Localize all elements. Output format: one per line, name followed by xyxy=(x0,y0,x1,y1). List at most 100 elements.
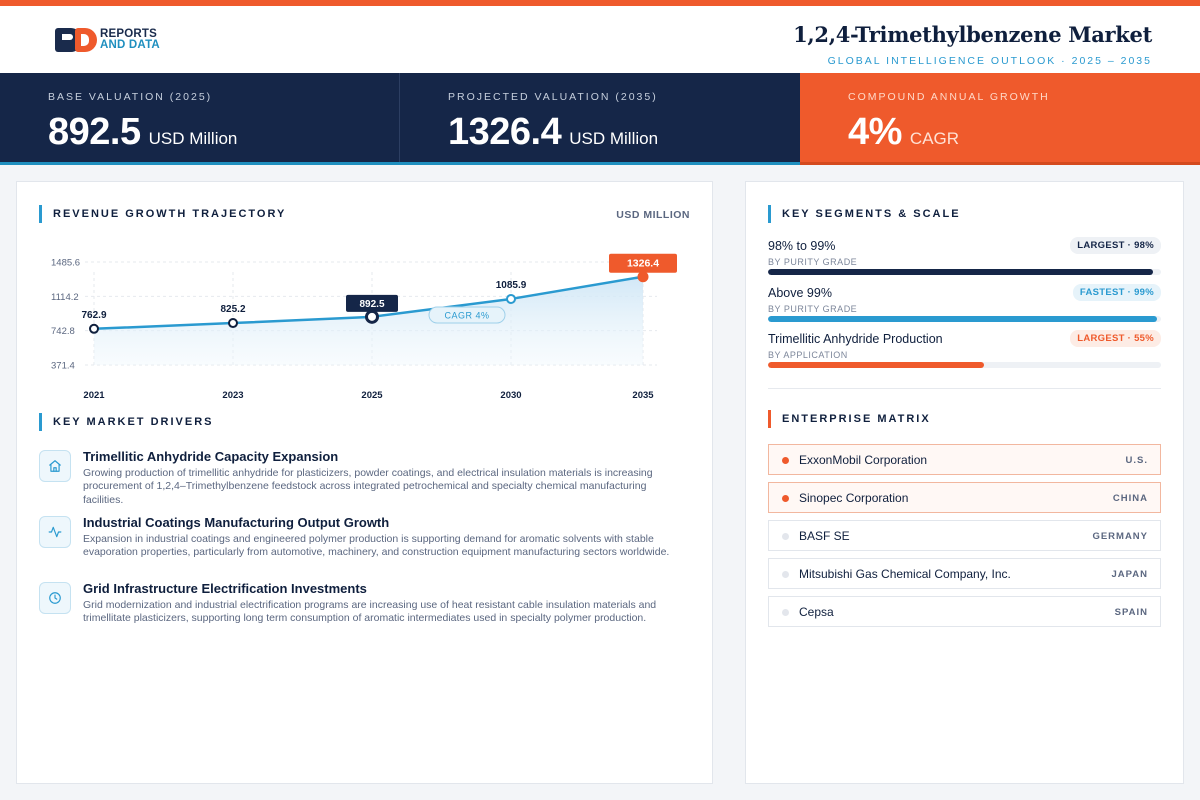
brand-logo-text: REPORTS AND DATA xyxy=(100,28,160,51)
segment-badge: LARGEST · 98% xyxy=(1070,237,1161,254)
x-tick-label: 2035 xyxy=(632,390,654,401)
company-name: Cepsa xyxy=(799,605,834,619)
driver-item: Grid Infrastructure Electrification Inve… xyxy=(39,581,679,632)
section-accent xyxy=(39,205,42,223)
company-name: Mitsubishi Gas Chemical Company, Inc. xyxy=(799,567,1011,581)
segment-bar-track xyxy=(768,316,1161,322)
segment-name: Trimellitic Anhydride Production xyxy=(768,332,943,346)
enterprise-row[interactable]: Cepsa SPAIN xyxy=(768,596,1161,627)
segment-bar-fill xyxy=(768,316,1158,322)
status-dot xyxy=(782,533,789,540)
driver-item: Trimellitic Anhydride Capacity Expansion… xyxy=(39,449,679,510)
y-tick-label: 371.4 xyxy=(51,361,75,372)
status-dot xyxy=(782,609,789,616)
segment-badge: FASTEST · 99% xyxy=(1072,284,1161,301)
value-label-box xyxy=(346,294,398,312)
revenue-section-header: REVENUE GROWTH TRAJECTORY xyxy=(39,205,286,223)
x-tick-label: 2023 xyxy=(222,390,243,401)
segment-category: BY PURITY GRADE xyxy=(768,257,858,267)
brand-logo[interactable]: REPORTS AND DATA xyxy=(55,28,160,52)
driver-title: Grid Infrastructure Electrification Inve… xyxy=(83,581,367,596)
brand-logo-mark xyxy=(55,28,97,52)
kpi-divider xyxy=(399,73,400,162)
data-label: 1085.9 xyxy=(496,280,527,291)
segment-item: Above 99% BY PURITY GRADE FASTEST · 99% xyxy=(768,284,1161,326)
segments-section-header: KEY SEGMENTS & SCALE xyxy=(768,205,961,223)
revenue-chart: 371.4 742.8 1114.2 1485.6 2021 2023 2025 2030 2… xyxy=(51,253,677,401)
status-dot xyxy=(782,457,789,464)
segment-bar-track xyxy=(768,362,1161,368)
segment-name: Above 99% xyxy=(768,286,832,300)
enterprise-row[interactable]: Mitsubishi Gas Chemical Company, Inc. JA… xyxy=(768,558,1161,589)
company-country: U.S. xyxy=(1125,455,1148,466)
data-label: 762.9 xyxy=(81,310,106,321)
driver-description: Growing production of trimellitic anhydr… xyxy=(83,467,653,506)
section-title: KEY SEGMENTS & SCALE xyxy=(782,208,961,220)
company-name: Sinopec Corporation xyxy=(799,491,909,505)
value-label-box xyxy=(609,253,677,273)
segment-bar-track xyxy=(768,269,1161,275)
kpi-base-valuation: BASE VALUATION (2025) 892.5 USD Million xyxy=(0,73,400,165)
y-tick-label: 1485.6 xyxy=(51,258,80,269)
kpi-label: COMPOUND ANNUAL GROWTH xyxy=(848,91,1050,103)
segment-item: Trimellitic Anhydride Production BY APPL… xyxy=(768,330,1161,372)
section-accent xyxy=(768,205,771,223)
driver-title: Trimellitic Anhydride Capacity Expansion xyxy=(83,449,339,464)
section-divider xyxy=(768,388,1161,389)
section-title: REVENUE GROWTH TRAJECTORY xyxy=(53,208,287,220)
brand-line-1: REPORTS xyxy=(100,28,157,40)
segment-category: BY PURITY GRADE xyxy=(768,304,858,314)
main-panel: REVENUE GROWTH TRAJECTORY USD MILLION 37… xyxy=(16,181,713,784)
company-name: ExxonMobil Corporation xyxy=(799,453,928,467)
kpi-projected-valuation: PROJECTED VALUATION (2035) 1326.4 USD Mil… xyxy=(400,73,800,165)
data-point xyxy=(365,309,379,324)
kpi-unit: CAGR xyxy=(909,129,960,148)
kpi-label: BASE VALUATION (2025) xyxy=(48,91,213,103)
company-country: GERMANY xyxy=(1092,531,1148,542)
section-accent xyxy=(768,410,771,428)
status-dot xyxy=(782,495,789,502)
segment-badge: LARGEST · 55% xyxy=(1070,330,1161,347)
data-point xyxy=(228,318,238,329)
segment-category: BY APPLICATION xyxy=(768,350,848,360)
driver-item: Industrial Coatings Manufacturing Output… xyxy=(39,515,679,576)
cagr-badge-label: CAGR 4% xyxy=(444,311,489,321)
enterprise-row[interactable]: BASF SE GERMANY xyxy=(768,520,1161,551)
data-point xyxy=(89,323,99,334)
company-name: BASF SE xyxy=(799,529,850,543)
data-point xyxy=(637,271,649,283)
brand-line-2: AND DATA xyxy=(100,39,160,51)
kpi-unit: USD Million xyxy=(569,129,659,148)
kpi-value: 892.5 xyxy=(48,111,141,153)
data-label: 825.2 xyxy=(220,304,245,315)
page-header: REPORTS AND DATA 1,2,4-Trimethylbenzene … xyxy=(0,6,1200,73)
kpi-cagr: COMPOUND ANNUAL GROWTH 4% CAGR xyxy=(800,73,1200,165)
activity-icon xyxy=(39,516,71,548)
segment-item: 98% to 99% BY PURITY GRADE LARGEST · 98% xyxy=(768,237,1161,279)
section-accent xyxy=(39,413,42,431)
driver-description: Expansion in industrial coatings and eng… xyxy=(83,533,670,559)
x-tick-label: 2021 xyxy=(83,390,105,401)
kpi-label: PROJECTED VALUATION (2035) xyxy=(448,91,658,103)
chart-units-label: USD MILLION xyxy=(616,209,690,221)
segment-bar-fill xyxy=(768,362,985,368)
enterprise-row[interactable]: Sinopec Corporation CHINA xyxy=(768,482,1161,513)
driver-description: Grid modernization and industrial electr… xyxy=(83,599,657,625)
drivers-section-header: KEY MARKET DRIVERS xyxy=(39,413,213,431)
section-title: ENTERPRISE MATRIX xyxy=(782,413,931,425)
page-title: 1,2,4-Trimethylbenzene Market xyxy=(793,22,1152,47)
x-tick-label: 2025 xyxy=(361,390,383,401)
segment-name: 98% to 99% xyxy=(768,239,836,253)
company-country: JAPAN xyxy=(1111,569,1148,580)
cagr-badge xyxy=(428,306,506,324)
section-title: KEY MARKET DRIVERS xyxy=(53,416,214,428)
home-icon xyxy=(39,450,71,482)
page-subtitle: GLOBAL INTELLIGENCE OUTLOOK · 2025 – 203… xyxy=(827,55,1152,67)
segment-bar-fill xyxy=(768,269,1154,275)
data-label: 892.5 xyxy=(359,299,384,310)
clock-icon xyxy=(39,582,71,614)
y-tick-label: 1114.2 xyxy=(51,292,79,303)
kpi-band: BASE VALUATION (2025) 892.5 USD Million P… xyxy=(0,73,1200,165)
enterprise-row[interactable]: ExxonMobil Corporation U.S. xyxy=(768,444,1161,475)
enterprise-section-header: ENTERPRISE MATRIX xyxy=(768,410,931,428)
